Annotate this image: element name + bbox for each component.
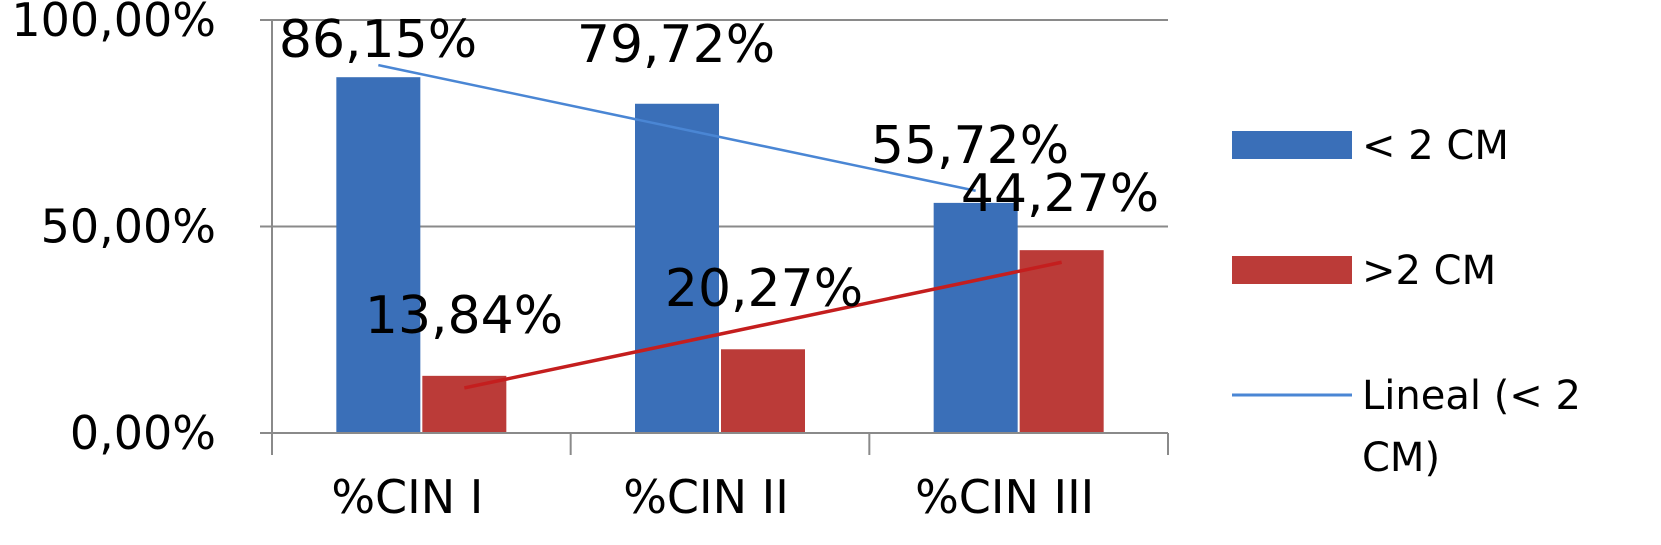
category-label: %CIN III [915, 470, 1094, 524]
category-labels: %CIN I %CIN II %CIN III [331, 470, 1094, 524]
trendlines [378, 63, 1063, 390]
y-tick-label: 50,00% [41, 200, 216, 254]
legend: < 2 CM >2 CM Lineal (< 2 CM) [1232, 123, 1581, 481]
bar-gt-2cm-1 [422, 375, 507, 433]
y-tick-label: 100,00% [11, 0, 216, 47]
legend-swatch-lt-2cm [1232, 131, 1352, 159]
bar-gt-2cm-2 [721, 349, 805, 433]
legend-label: Lineal (< 2 [1362, 373, 1581, 419]
trendline-lt-2cm [378, 63, 976, 193]
legend-swatch-gt-2cm [1232, 256, 1352, 284]
category-label: %CIN II [623, 470, 789, 524]
data-label: 55,72% [871, 116, 1069, 176]
bar-lt-2cm-2 [635, 103, 719, 433]
y-tick-label: 0,00% [70, 406, 216, 460]
trendline-gt-2cm [463, 260, 1063, 390]
legend-label: < 2 CM [1362, 123, 1509, 169]
bar-gt-2cm-3 [1019, 250, 1104, 433]
category-label: %CIN I [331, 470, 483, 524]
data-label: 44,27% [961, 164, 1159, 224]
bar-lt-2cm-3 [933, 202, 1018, 433]
legend-label: >2 CM [1362, 248, 1496, 294]
data-label: 79,72% [577, 15, 775, 75]
axes [271, 20, 1169, 455]
bar-lt-2cm-1 [336, 77, 421, 433]
data-label: 13,84% [365, 286, 563, 346]
data-label: 86,15% [279, 10, 477, 70]
legend-label: CM) [1362, 435, 1440, 481]
data-label: 20,27% [665, 259, 863, 319]
data-labels: 86,15% 79,72% 55,72% 13,84% 20,27% 44,27% [279, 10, 1159, 346]
bars [336, 77, 1104, 433]
y-axis-ticks: 0,00% 50,00% 100,00% [11, 0, 272, 460]
